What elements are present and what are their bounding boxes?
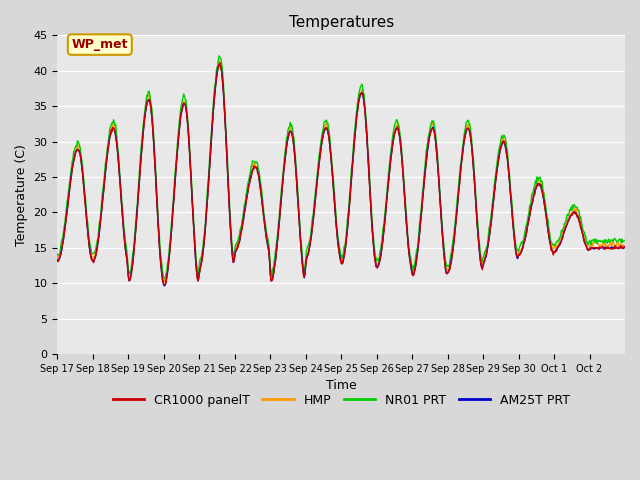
Legend: CR1000 panelT, HMP, NR01 PRT, AM25T PRT: CR1000 panelT, HMP, NR01 PRT, AM25T PRT	[108, 389, 575, 412]
Title: Temperatures: Temperatures	[289, 15, 394, 30]
Text: WP_met: WP_met	[72, 38, 128, 51]
Y-axis label: Temperature (C): Temperature (C)	[15, 144, 28, 246]
X-axis label: Time: Time	[326, 379, 356, 393]
